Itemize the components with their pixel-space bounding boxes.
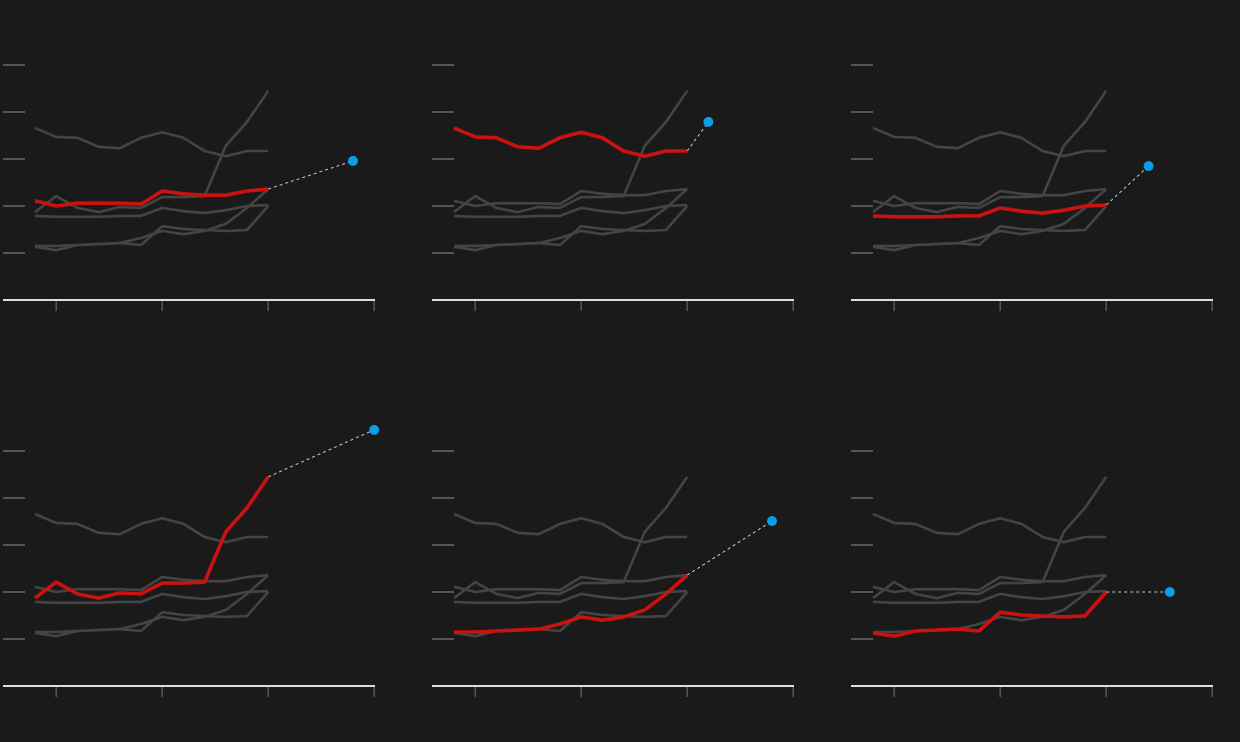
projection-point bbox=[703, 116, 714, 127]
highlight-line-E bbox=[454, 573, 689, 634]
highlight-line-F bbox=[872, 590, 1108, 639]
context-line-D bbox=[872, 589, 1107, 605]
context-line-C bbox=[453, 573, 688, 594]
context-line-C bbox=[34, 573, 269, 594]
highlight-line-B bbox=[33, 475, 270, 600]
projection-point bbox=[1143, 161, 1154, 172]
context-line-B bbox=[872, 476, 1108, 600]
context-line-B bbox=[453, 90, 689, 214]
projection-point bbox=[369, 424, 380, 435]
projection-point bbox=[1164, 587, 1175, 597]
projection-point bbox=[767, 516, 777, 527]
context-line-D bbox=[34, 203, 269, 219]
context-line-A bbox=[34, 512, 269, 544]
panel-2 bbox=[432, 64, 794, 311]
projection-point bbox=[348, 155, 358, 166]
panel-6 bbox=[851, 450, 1213, 697]
context-line-C bbox=[872, 187, 1107, 208]
context-line-D bbox=[453, 203, 688, 219]
panel-5 bbox=[432, 450, 794, 697]
context-line-A bbox=[453, 512, 688, 544]
context-line-B bbox=[34, 90, 270, 214]
context-line-B bbox=[872, 90, 1108, 214]
context-line-D bbox=[34, 589, 269, 605]
projection-line bbox=[1105, 165, 1149, 206]
context-line-F bbox=[34, 591, 270, 638]
context-line-A bbox=[34, 126, 269, 158]
highlight-line-C bbox=[34, 187, 269, 208]
panel-4 bbox=[3, 424, 380, 697]
projection-line bbox=[268, 160, 354, 190]
context-line-A bbox=[872, 512, 1107, 544]
projection-line bbox=[267, 429, 375, 478]
context-line-D bbox=[453, 589, 688, 605]
highlight-line-D bbox=[872, 203, 1107, 219]
context-line-F bbox=[34, 205, 270, 252]
panel-3 bbox=[851, 64, 1213, 311]
context-line-F bbox=[872, 205, 1108, 252]
context-line-C bbox=[872, 573, 1107, 594]
context-line-B bbox=[453, 476, 689, 600]
highlight-line-A bbox=[453, 126, 688, 158]
projection-line bbox=[686, 520, 773, 576]
context-line-C bbox=[453, 187, 688, 208]
panel-1 bbox=[3, 64, 375, 311]
context-line-A bbox=[872, 126, 1107, 158]
projection-line bbox=[686, 121, 709, 152]
context-line-F bbox=[453, 205, 689, 252]
